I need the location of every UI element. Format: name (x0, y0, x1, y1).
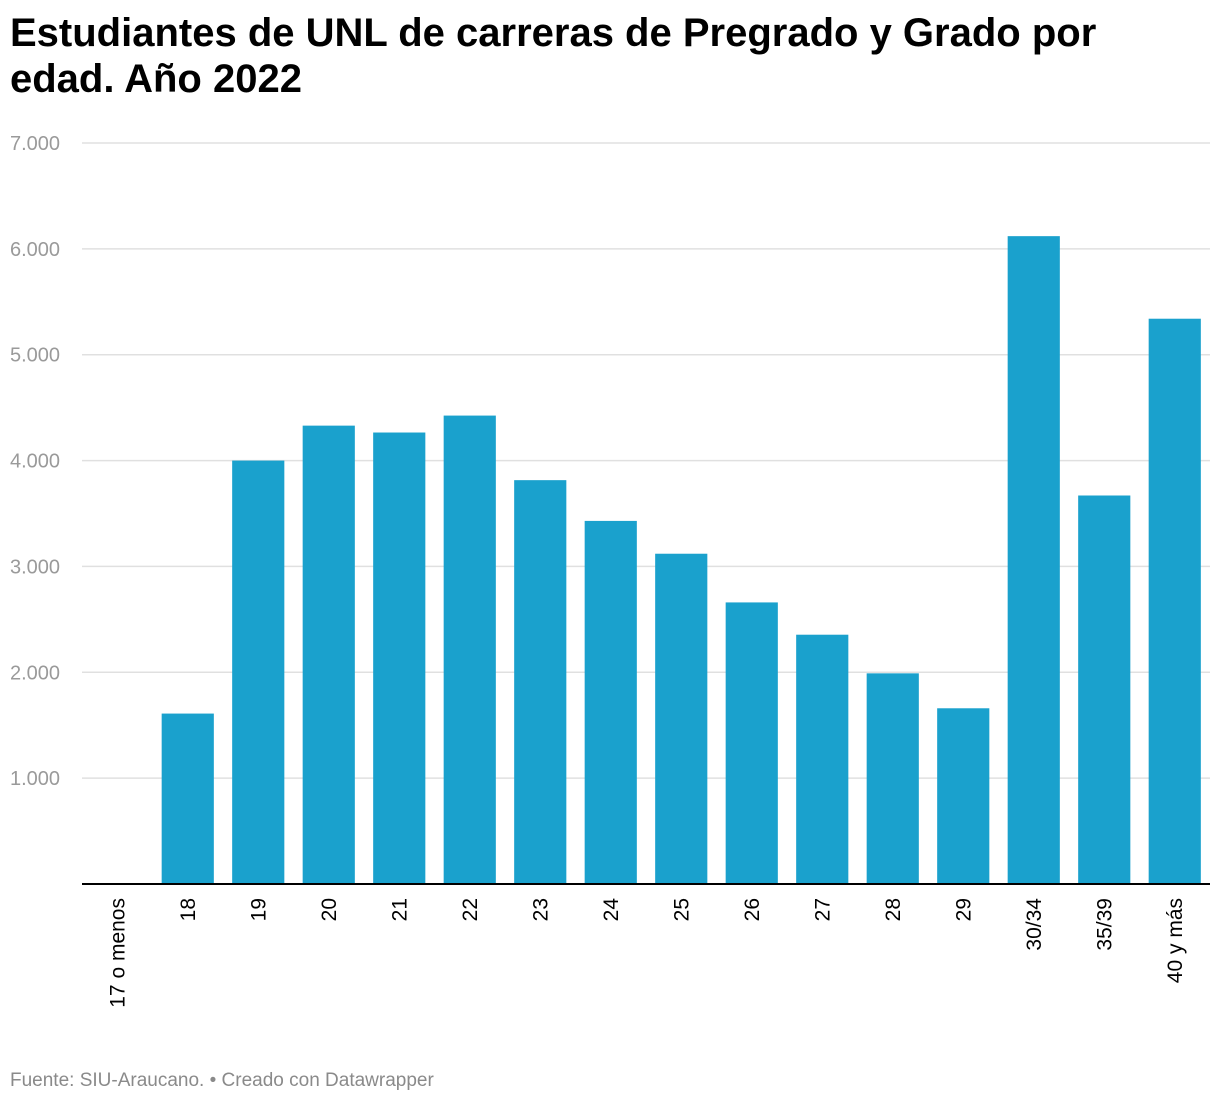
bar (443, 415, 496, 884)
x-axis-category-labels: 17 o menos 18 19 20 21 22 23 24 25 26 27 28 29 30/34 3… (106, 898, 1187, 1008)
bar (1078, 495, 1131, 884)
bar (373, 432, 426, 884)
x-category-label: 29 (952, 898, 975, 921)
x-category-label: 25 (670, 898, 693, 921)
bar (161, 713, 214, 884)
x-category-label: 30/34 (1023, 898, 1046, 951)
bar (937, 708, 990, 884)
x-category-label: 23 (529, 898, 552, 921)
x-category-label: 18 (177, 898, 200, 921)
bar (655, 553, 708, 884)
x-category-label: 20 (318, 898, 341, 921)
x-category-label: 17 o menos (106, 898, 129, 1008)
y-axis-tick-labels: 1.000 2.000 3.000 4.000 5.000 6.000 7.000 (10, 133, 60, 790)
x-category-label: 26 (741, 898, 764, 921)
bar (584, 520, 637, 884)
x-category-label: 27 (811, 898, 834, 921)
bar (302, 425, 355, 884)
y-tick-label: 3.000 (10, 556, 60, 578)
bar (514, 480, 567, 884)
bar (796, 634, 849, 884)
y-tick-label: 4.000 (10, 451, 60, 473)
bar-chart: 1.000 2.000 3.000 4.000 5.000 6.000 7.000 17 o… (10, 133, 1210, 1008)
bar (232, 460, 285, 884)
bars (161, 236, 1201, 884)
x-category-label: 19 (247, 898, 270, 921)
x-category-label: 40 y más (1164, 898, 1187, 983)
x-category-label: 24 (600, 898, 623, 922)
y-tick-label: 6.000 (10, 239, 60, 261)
x-category-label: 21 (388, 898, 411, 921)
x-category-label: 22 (459, 898, 482, 921)
y-tick-label: 2.000 (10, 662, 60, 684)
y-tick-label: 5.000 (10, 345, 60, 367)
bar (1007, 236, 1060, 884)
bar (1148, 318, 1201, 884)
y-tick-label: 7.000 (10, 133, 60, 155)
bar (866, 673, 919, 884)
y-tick-label: 1.000 (10, 768, 60, 790)
chart-title: Estudiantes de UNL de carreras de Pregra… (10, 11, 1097, 101)
x-category-label: 28 (882, 898, 905, 921)
bar (725, 602, 778, 884)
footer-source-note: Fuente: SIU-Araucano. • Creado con Dataw… (10, 1070, 434, 1091)
x-category-label: 35/39 (1093, 898, 1116, 951)
